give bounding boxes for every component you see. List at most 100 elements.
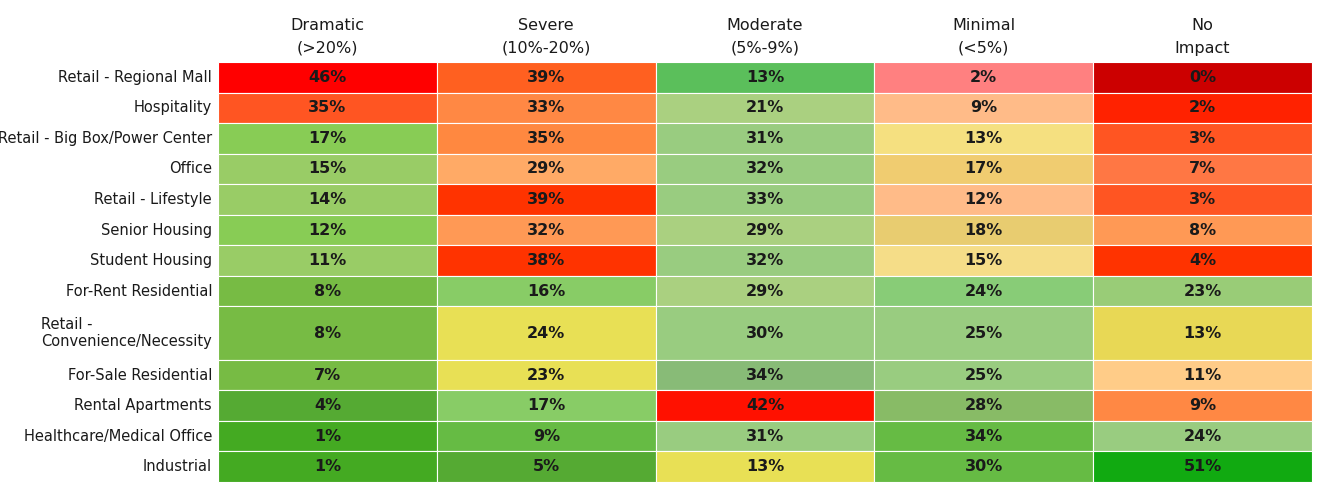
Bar	[1093, 184, 1312, 215]
Text: 13%: 13%	[746, 70, 784, 85]
Text: 31%: 31%	[746, 131, 784, 146]
Text: (>20%): (>20%)	[297, 40, 358, 55]
Text: 29%: 29%	[746, 223, 784, 238]
Bar	[1093, 276, 1312, 306]
Text: 21%: 21%	[746, 100, 784, 115]
Bar	[437, 184, 656, 215]
Text: Rental Apartments: Rental Apartments	[74, 398, 213, 413]
Text: (5%-9%): (5%-9%)	[730, 40, 800, 55]
Bar	[874, 306, 1093, 360]
Bar	[874, 276, 1093, 306]
Bar	[437, 123, 656, 154]
Text: 31%: 31%	[746, 429, 784, 444]
Bar	[1093, 451, 1312, 482]
Bar	[437, 92, 656, 123]
Bar	[656, 245, 874, 276]
Text: 17%: 17%	[527, 398, 565, 413]
Text: 35%: 35%	[309, 100, 347, 115]
Bar	[874, 421, 1093, 451]
Bar	[218, 276, 437, 306]
Text: 7%: 7%	[314, 367, 341, 382]
Bar	[874, 215, 1093, 245]
Text: 5%: 5%	[533, 459, 560, 474]
Bar	[1093, 154, 1312, 184]
Text: 13%: 13%	[1184, 326, 1222, 341]
Bar	[437, 276, 656, 306]
Text: 15%: 15%	[965, 253, 1003, 268]
Bar	[656, 306, 874, 360]
Text: 4%: 4%	[314, 398, 341, 413]
Bar	[1093, 390, 1312, 421]
Bar	[874, 390, 1093, 421]
Text: 25%: 25%	[965, 367, 1003, 382]
Text: 12%: 12%	[309, 223, 347, 238]
Text: 9%: 9%	[1189, 398, 1216, 413]
Bar	[437, 390, 656, 421]
Text: Impact: Impact	[1175, 40, 1230, 55]
Bar	[218, 184, 437, 215]
Bar	[656, 62, 874, 92]
Bar	[218, 62, 437, 92]
Bar	[1093, 421, 1312, 451]
Bar	[874, 451, 1093, 482]
Text: 24%: 24%	[527, 326, 565, 341]
Text: 16%: 16%	[527, 284, 565, 298]
Text: Minimal: Minimal	[952, 18, 1015, 34]
Text: Industrial: Industrial	[143, 459, 213, 474]
Text: 51%: 51%	[1184, 459, 1222, 474]
Text: 24%: 24%	[1184, 429, 1222, 444]
Text: 11%: 11%	[1184, 367, 1222, 382]
Text: For-Rent Residential: For-Rent Residential	[66, 284, 213, 298]
Text: 29%: 29%	[746, 284, 784, 298]
Bar	[437, 421, 656, 451]
Bar	[1093, 215, 1312, 245]
Text: 8%: 8%	[1189, 223, 1216, 238]
Text: Office: Office	[169, 161, 213, 176]
Bar	[656, 92, 874, 123]
Text: Retail -
Convenience/Necessity: Retail - Convenience/Necessity	[41, 317, 213, 349]
Text: 25%: 25%	[965, 326, 1003, 341]
Text: 3%: 3%	[1189, 131, 1216, 146]
Text: 32%: 32%	[746, 161, 784, 176]
Text: 9%: 9%	[970, 100, 998, 115]
Text: 13%: 13%	[965, 131, 1003, 146]
Text: (10%-20%): (10%-20%)	[502, 40, 591, 55]
Text: Retail - Regional Mall: Retail - Regional Mall	[58, 70, 213, 85]
Text: 38%: 38%	[527, 253, 565, 268]
Text: Moderate: Moderate	[727, 18, 804, 34]
Text: No: No	[1192, 18, 1213, 34]
Text: 39%: 39%	[527, 70, 565, 85]
Bar	[218, 245, 437, 276]
Bar	[656, 421, 874, 451]
Text: 2%: 2%	[970, 70, 998, 85]
Bar	[874, 154, 1093, 184]
Text: 3%: 3%	[1189, 192, 1216, 207]
Text: 32%: 32%	[527, 223, 565, 238]
Text: Hospitality: Hospitality	[133, 100, 213, 115]
Bar	[437, 306, 656, 360]
Text: 14%: 14%	[309, 192, 347, 207]
Bar	[218, 360, 437, 390]
Text: 17%: 17%	[965, 161, 1003, 176]
Bar	[1093, 92, 1312, 123]
Bar	[218, 215, 437, 245]
Text: 9%: 9%	[533, 429, 560, 444]
Bar	[874, 360, 1093, 390]
Bar	[1093, 245, 1312, 276]
Bar	[1093, 62, 1312, 92]
Text: Severe: Severe	[519, 18, 574, 34]
Text: 1%: 1%	[314, 459, 341, 474]
Text: 35%: 35%	[527, 131, 565, 146]
Bar	[656, 123, 874, 154]
Text: 12%: 12%	[965, 192, 1003, 207]
Bar	[656, 276, 874, 306]
Text: 46%: 46%	[309, 70, 347, 85]
Text: 8%: 8%	[314, 326, 341, 341]
Text: For-Sale Residential: For-Sale Residential	[67, 367, 213, 382]
Bar	[218, 306, 437, 360]
Bar	[437, 245, 656, 276]
Text: 13%: 13%	[746, 459, 784, 474]
Bar	[437, 154, 656, 184]
Text: 8%: 8%	[314, 284, 341, 298]
Bar	[218, 92, 437, 123]
